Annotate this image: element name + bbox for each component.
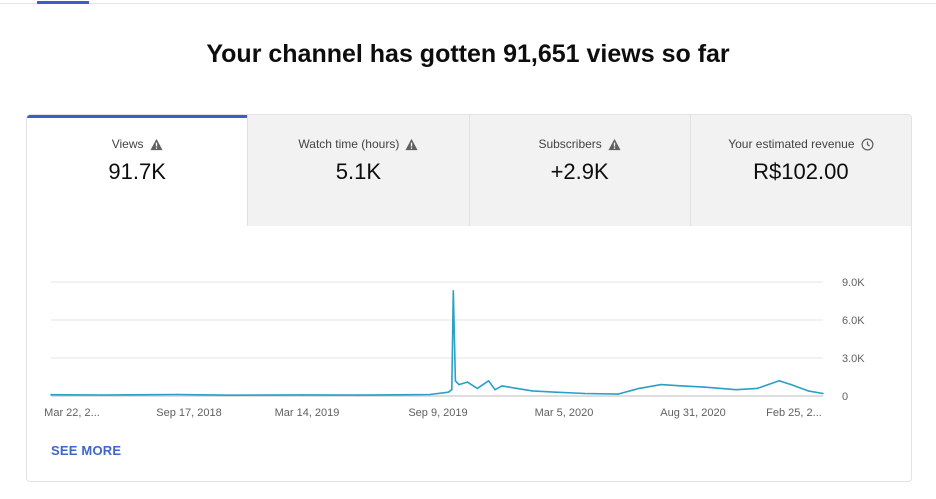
data-point xyxy=(476,387,479,390)
data-point xyxy=(555,391,557,393)
data-point xyxy=(176,393,179,396)
warning-icon xyxy=(405,138,418,150)
metric-label: Watch time (hours) xyxy=(298,137,400,151)
data-point xyxy=(100,394,102,396)
clock-icon xyxy=(861,138,874,150)
data-point xyxy=(447,391,450,393)
metric-value: R$102.00 xyxy=(753,159,849,184)
data-point xyxy=(302,394,305,396)
x-tick-label: Feb 25, 2... xyxy=(766,407,822,419)
data-point xyxy=(501,385,503,387)
active-tab-indicator xyxy=(27,115,248,118)
page-title: Your channel has gotten 91,651 views so … xyxy=(206,40,730,68)
data-point xyxy=(584,392,586,395)
x-tick-label: Aug 31, 2020 xyxy=(660,407,725,419)
data-point xyxy=(778,380,780,382)
metric-tab-watch-time[interactable]: Watch time (hours) 5.1K xyxy=(247,115,469,226)
warning-icon xyxy=(608,138,621,150)
series-line-views xyxy=(50,290,824,396)
metric-value: 91.7K xyxy=(108,159,166,184)
data-point xyxy=(458,383,460,386)
data-point xyxy=(807,390,809,392)
y-tick-label: 3.0K xyxy=(842,353,865,365)
data-point xyxy=(790,383,792,386)
metric-value: +2.9K xyxy=(550,159,609,184)
data-point xyxy=(660,383,662,386)
metric-value: 5.1K xyxy=(335,159,381,184)
y-tick-label: 6.0K xyxy=(842,315,865,327)
x-tick-label: Mar 5, 2020 xyxy=(535,407,594,419)
data-point xyxy=(822,392,824,395)
metric-tabs: Views 91.7K Watch time (hours) 5.1K Subs… xyxy=(27,115,911,226)
data-point xyxy=(617,393,619,395)
see-more-link[interactable]: SEE MORE xyxy=(51,443,122,458)
data-point xyxy=(703,386,705,388)
data-point xyxy=(429,393,431,396)
metric-label: Subscribers xyxy=(538,137,602,151)
data-point xyxy=(229,394,232,396)
data-point xyxy=(50,393,52,396)
data-point xyxy=(452,290,455,292)
data-point xyxy=(735,388,737,391)
warning-icon xyxy=(149,138,163,150)
metric-label: Your estimated revenue xyxy=(728,137,855,151)
x-tick-label: Mar 14, 2019 xyxy=(275,407,340,419)
metric-tab-subscribers[interactable]: Subscribers +2.9K xyxy=(468,115,690,226)
data-point xyxy=(494,388,496,391)
data-point xyxy=(681,385,684,387)
data-point xyxy=(487,380,490,382)
data-point xyxy=(454,380,457,382)
views-line-chart: 9.0K 6.0K 3.0K 0 Mar 22, 2... Sep 17, 2018 Mar… xyxy=(44,277,865,419)
top-divider xyxy=(0,3,936,4)
x-tick-label: Mar 22, 2... xyxy=(44,407,100,419)
data-point xyxy=(451,388,453,391)
data-point xyxy=(358,394,361,396)
metric-tab-views[interactable]: Views 91.7K xyxy=(27,115,248,226)
data-point xyxy=(516,387,518,390)
metric-tab-revenue[interactable]: Your estimated revenue R$102.00 xyxy=(689,115,911,226)
x-tick-label: Sep 9, 2019 xyxy=(408,407,467,419)
metric-label: Views xyxy=(111,137,144,151)
x-tick-label: Sep 17, 2018 xyxy=(156,407,221,419)
y-tick-label: 0 xyxy=(842,391,848,403)
top-tab-indicator xyxy=(37,1,89,4)
data-point xyxy=(466,381,469,383)
data-point xyxy=(531,390,534,392)
y-tick-label: 9.0K xyxy=(842,277,865,289)
data-point xyxy=(638,387,640,390)
data-point xyxy=(756,387,759,390)
analytics-card: Views 91.7K Watch time (hours) 5.1K Subs… xyxy=(26,114,912,482)
